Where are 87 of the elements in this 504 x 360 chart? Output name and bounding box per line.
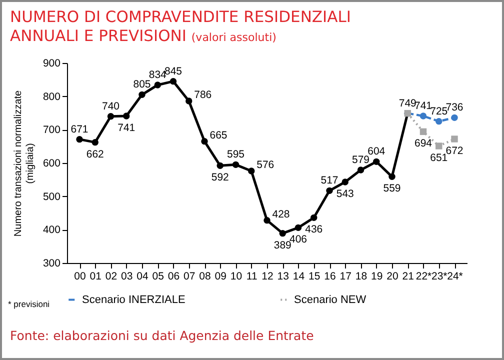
point [92,138,98,146]
x-tick-label: 18 [355,270,368,282]
data-label: 428 [272,208,290,220]
y-tick-label: 400 [42,224,61,236]
data-label: 671 [70,123,88,136]
point [420,112,427,120]
x-tick-label: 20 [386,270,398,282]
data-label: 665 [210,129,228,142]
point [342,178,348,186]
x-tick-label: 13 [277,270,290,282]
point [154,82,161,88]
point [451,136,458,142]
point [107,112,114,120]
data-label: 725 [430,105,448,118]
x-tick-label: 23* [431,270,448,282]
data-label: 559 [383,182,401,195]
data-label: 436 [305,224,323,236]
point [76,136,83,143]
point [138,91,146,98]
x-tick-label: 02 [105,270,118,282]
point [436,118,442,125]
x-tick-label: 22* [416,270,432,282]
data-label: 517 [320,174,338,187]
x-tick-label: 09 [214,270,227,282]
legend-label: Scenario NEW [294,294,367,306]
x-tick-label: 24* [447,270,463,282]
x-tick-label: 08 [199,270,211,282]
x-tick-label: 03 [121,270,133,282]
x-tick-label: 12 [262,270,274,282]
point [420,128,427,136]
data-label: 543 [336,188,354,200]
data-label: 694 [414,138,432,150]
data-label: 786 [194,89,212,101]
y-tick-label: 700 [42,124,61,136]
x-tick-label: 17 [340,270,352,282]
point [201,138,208,145]
x-tick-label: 04 [136,270,148,282]
point [357,166,364,174]
point [186,98,192,104]
y-tick-label: 500 [42,190,61,203]
data-label: 579 [352,154,370,166]
x-tick-label: 05 [152,270,164,282]
data-label: 740 [102,100,120,112]
point [451,114,458,122]
data-label: 604 [368,146,386,158]
point [123,112,130,120]
point [294,224,302,232]
point [279,230,286,237]
x-tick-label: 16 [324,270,336,282]
source-note: Fonte: elaborazioni su dati Agenzia delle Entrate [10,328,314,343]
data-label: 662 [86,148,104,160]
x-tick-label: 14 [292,270,305,282]
point [373,158,380,166]
y-tick-label: 900 [42,58,61,70]
point [310,214,318,222]
point [248,168,255,174]
y-tick-label: 600 [42,158,61,170]
point [264,216,270,224]
x-tick-label: 15 [308,270,320,282]
x-tick-label: 11 [246,270,258,282]
x-tick-label: 01 [90,270,102,282]
x-tick-label: 07 [184,270,196,282]
x-tick-label: 00 [74,270,86,282]
legend-label: Scenario INERZIALE [82,294,186,306]
point [232,161,240,168]
x-tick-label: 06 [168,270,180,282]
data-label: 595 [226,148,245,161]
data-label: 651 [430,152,448,164]
chart-subtitle: (valori assoluti) [191,31,276,44]
data-label: 741 [118,122,136,134]
data-label: 576 [256,159,274,171]
x-tick-label: 10 [230,270,242,282]
point [170,78,177,85]
y-axis-title: Numero transazioni normalizzate (migliaia) [12,90,36,237]
data-label: 672 [446,145,464,157]
text: * previsioni [8,299,50,309]
x-tick-label: 19 [371,270,383,282]
x-tick-label: 21 [402,270,414,282]
data-label: 805 [133,78,151,91]
point [436,142,442,150]
y-tick-label: 300 [42,258,61,270]
y-tick-label: 800 [42,90,61,103]
data-label: 749 [398,97,417,110]
data-label: 592 [211,172,230,184]
point [388,173,396,180]
point [326,187,333,194]
point [216,162,224,170]
